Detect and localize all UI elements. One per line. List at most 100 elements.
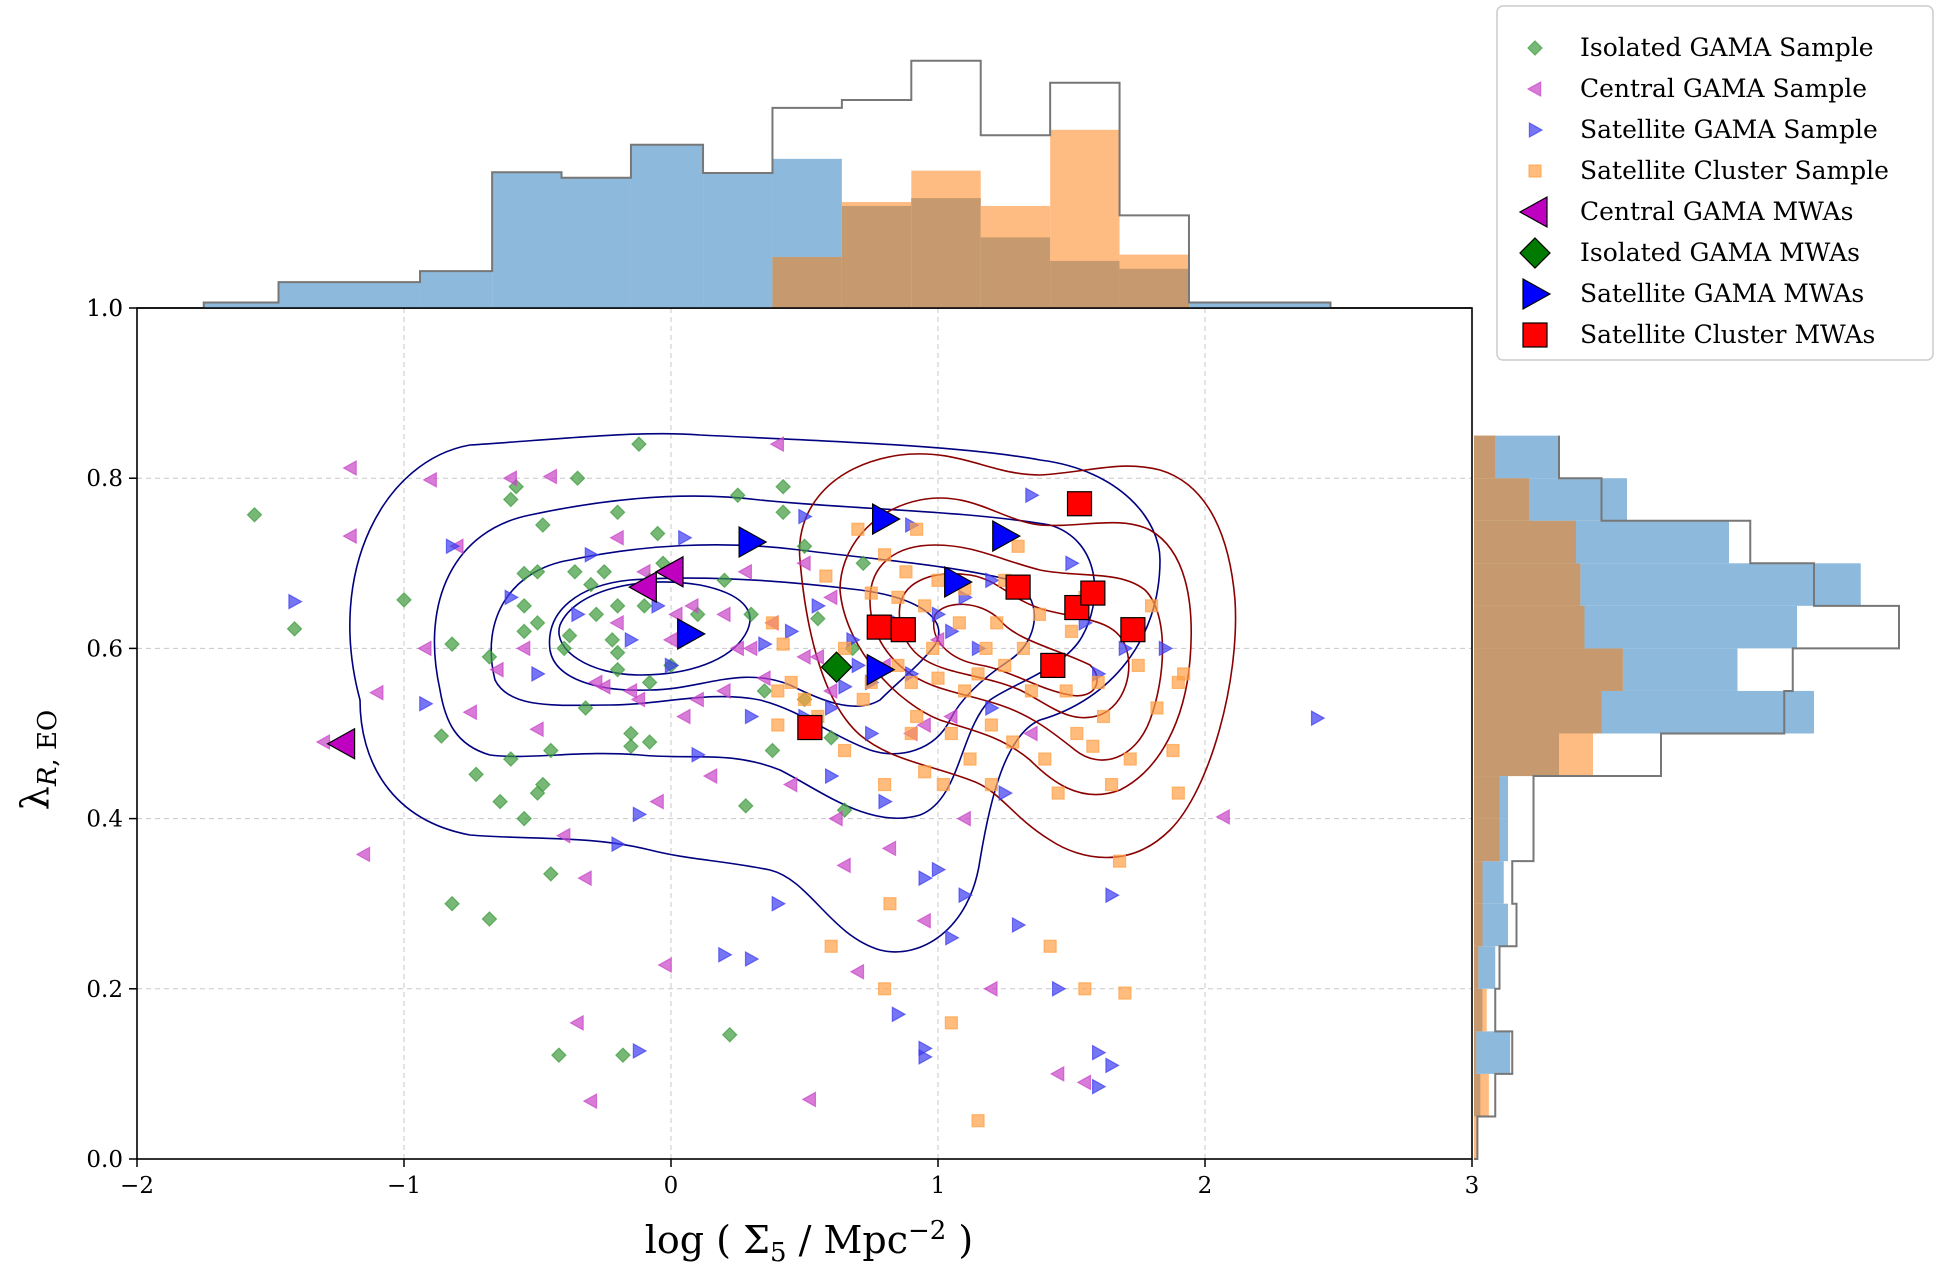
satellite-sample-point xyxy=(971,640,987,657)
cluster-sample-point xyxy=(784,675,798,690)
satellite-sample-point xyxy=(758,636,773,653)
legend-label-cluster_sample: Satellite Cluster Sample xyxy=(1580,156,1889,185)
isolated-sample-point xyxy=(534,776,551,793)
cluster-sample-point xyxy=(891,658,905,673)
central-sample-point xyxy=(609,614,624,631)
isolated-sample-point xyxy=(764,742,781,759)
satellite-sample-point xyxy=(664,657,680,674)
central-sample-point xyxy=(569,1014,584,1031)
central-sample-point xyxy=(1076,1074,1092,1091)
cluster-mwa-point xyxy=(1005,574,1031,600)
cluster-sample-point xyxy=(856,692,870,707)
central-sample-point xyxy=(956,810,971,827)
density-contours xyxy=(349,432,1237,953)
isolated-sample-point xyxy=(556,640,573,657)
central-sample-point xyxy=(529,721,544,738)
central-sample-point xyxy=(849,963,865,980)
isolated-sample-point xyxy=(534,517,551,533)
satellite-sample-point xyxy=(632,1042,648,1059)
legend-label-satellite_mwa: Satellite GAMA MWAs xyxy=(1580,279,1864,308)
satellite-sample-point xyxy=(691,746,706,763)
satellite-mwa-point xyxy=(944,566,973,599)
y-tick-label: 0.4 xyxy=(86,807,123,833)
legend-marker-cluster_sample xyxy=(1528,164,1542,178)
cluster-sample-point xyxy=(877,982,892,996)
cluster-sample-point xyxy=(910,522,924,536)
cluster-sample-point xyxy=(877,548,892,562)
top-hist-gama-bar xyxy=(278,282,421,308)
isolated-sample-point xyxy=(444,636,460,652)
central-sample-point xyxy=(577,870,592,887)
isolated-sample-point xyxy=(604,632,621,648)
right-hist-overlap-bar xyxy=(1474,520,1576,564)
satellite-sample-point xyxy=(985,572,1000,589)
cluster-mwa-point xyxy=(890,617,916,643)
central-sample-point xyxy=(1023,725,1038,742)
isolated-sample-point xyxy=(615,1047,631,1064)
central-sample-point xyxy=(342,459,357,477)
isolated-sample-point xyxy=(481,649,498,665)
right-hist-total-outline xyxy=(1474,435,1900,1160)
isolated-sample-point xyxy=(444,895,460,912)
central-sample-point xyxy=(822,589,838,606)
central-sample-point xyxy=(716,682,731,699)
satellite-sample-point xyxy=(531,665,546,682)
isolated-sample-point xyxy=(855,555,872,572)
isolated-sample-point xyxy=(756,683,773,699)
cluster-sample-point xyxy=(1070,726,1084,741)
satellite-sample-point xyxy=(851,657,867,674)
isolated-sample-point xyxy=(543,866,559,882)
y-axis-label: λR, EO xyxy=(13,710,63,811)
right-hist-overlap-bar xyxy=(1474,861,1483,904)
satellite-mwa-point xyxy=(738,526,768,559)
cluster-sample-point xyxy=(837,641,852,656)
central-sample-point xyxy=(502,470,518,487)
isolated-sample-point xyxy=(516,810,532,827)
cluster-sample-point xyxy=(1131,658,1145,673)
cluster-sample-point xyxy=(936,777,950,792)
top-hist-total-outline xyxy=(202,59,1332,308)
cluster-sample-point xyxy=(1171,786,1185,800)
legend: Isolated GAMA Sample Central GAMA Sample S… xyxy=(1496,5,1934,361)
central-sample-point xyxy=(649,793,664,810)
top-hist-gama-bar xyxy=(420,271,493,308)
isolated-sample-point xyxy=(529,615,546,631)
cluster-sample-point xyxy=(1112,854,1127,868)
satellite-sample-point xyxy=(771,895,787,912)
central-sample-point xyxy=(1049,1065,1065,1082)
right-histogram xyxy=(1474,435,1900,1160)
isolated-sample-point xyxy=(481,911,498,927)
x-tick-label: −1 xyxy=(387,1173,421,1199)
cluster-sample-point xyxy=(918,765,932,779)
central-sample-point xyxy=(782,776,798,793)
cluster-sample-point xyxy=(1123,752,1137,766)
isolated-sample-point xyxy=(502,751,519,767)
top-hist-overlap-bar xyxy=(980,237,1051,308)
legend-label-cluster_mwa: Satellite Cluster MWAs xyxy=(1580,320,1875,349)
cluster-sample-point xyxy=(1064,624,1079,638)
isolated-sample-point xyxy=(516,565,532,582)
cluster-sample-point xyxy=(1043,939,1057,953)
satellite-sample-point xyxy=(838,678,853,695)
cluster-sample-point xyxy=(776,637,790,651)
satellite-sample-point xyxy=(744,708,760,725)
cluster-contour-level-3 xyxy=(869,544,1164,761)
central-sample-point xyxy=(668,606,683,623)
isolated-sample-point xyxy=(737,797,754,814)
central-sample-point xyxy=(737,563,752,580)
satellite-sample-point xyxy=(918,1048,933,1065)
central-sample-point xyxy=(555,827,571,844)
central-mwa-point xyxy=(654,555,684,588)
cluster-sample-point xyxy=(971,1114,985,1128)
right-hist-gama-bar xyxy=(1474,946,1496,989)
cluster-sample-point xyxy=(931,671,945,685)
satellite-mwa-point xyxy=(871,503,901,536)
cluster-mwa-point xyxy=(1066,491,1093,517)
satellite-sample-point xyxy=(1158,640,1174,657)
right-hist-overlap-bar xyxy=(1474,988,1483,1032)
top-hist-gama-bar xyxy=(1188,302,1331,308)
satellite-sample-point xyxy=(824,699,840,716)
isolated-mwa-point xyxy=(820,651,853,683)
isolated-sample-point xyxy=(433,728,450,744)
legend-marker-satellite_sample xyxy=(1528,121,1544,139)
